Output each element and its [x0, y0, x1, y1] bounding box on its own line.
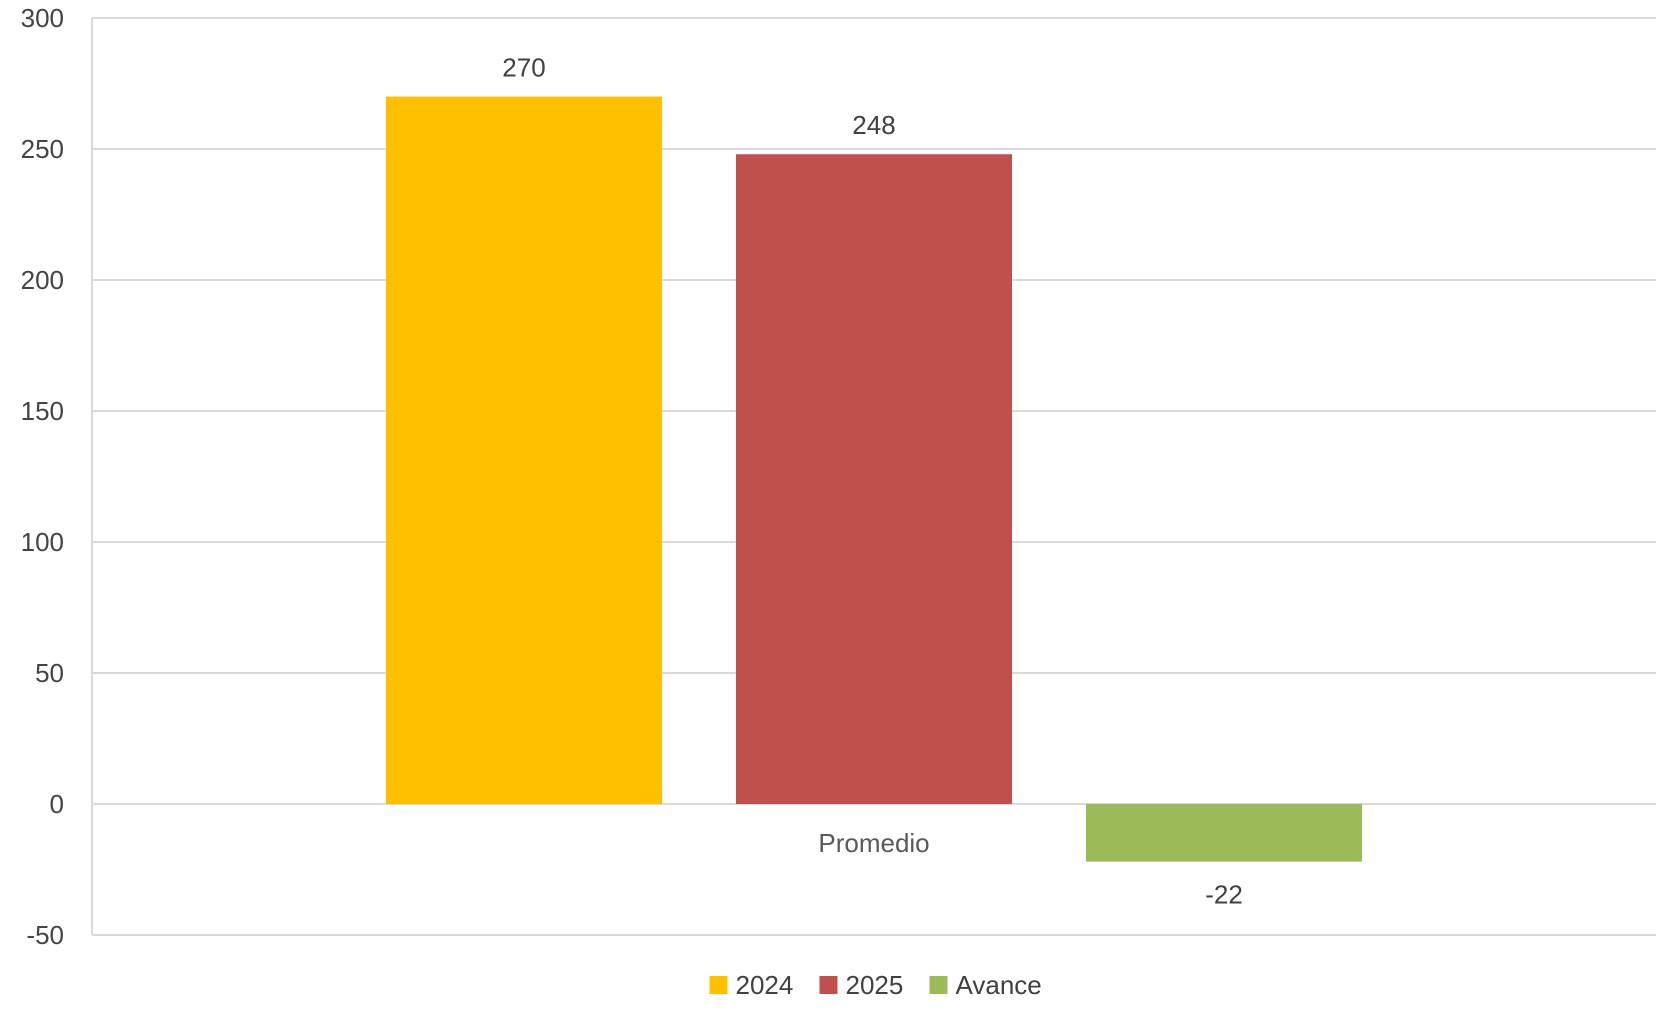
y-tick-label: 300 [21, 3, 64, 33]
bar-2024 [386, 96, 662, 805]
legend-label: 2024 [736, 970, 794, 1000]
bars [386, 96, 1362, 862]
data-label-2024: 270 [502, 53, 545, 83]
legend-item: Avance [929, 970, 1042, 1000]
data-label-avance: -22 [1205, 880, 1243, 910]
category-label: Promedio [818, 828, 929, 858]
category-labels: Promedio [818, 828, 929, 858]
y-tick-label: 200 [21, 265, 64, 295]
data-label-2025: 248 [852, 110, 895, 140]
bar-2025 [736, 154, 1012, 805]
legend-label: 2025 [846, 970, 904, 1000]
legend-label: Avance [956, 970, 1042, 1000]
y-tick-label: 100 [21, 527, 64, 557]
legend-item: 2025 [819, 970, 904, 1000]
y-axis-tick-labels: -50 0 50 100 150 200 250 300 [21, 3, 64, 950]
legend-swatch [929, 976, 948, 994]
legend-swatch [819, 976, 838, 994]
legend: 2024 2025 Avance [709, 970, 1042, 1000]
legend-item: 2024 [709, 970, 794, 1000]
y-tick-label: 50 [35, 658, 64, 688]
legend-swatch [709, 976, 728, 994]
y-tick-label: 0 [50, 789, 64, 819]
data-labels: 270 248 -22 [502, 53, 1242, 910]
bar-avance [1086, 804, 1362, 862]
y-tick-label: 150 [21, 396, 64, 426]
y-tick-label: -50 [26, 920, 64, 950]
y-tick-label: 250 [21, 134, 64, 164]
